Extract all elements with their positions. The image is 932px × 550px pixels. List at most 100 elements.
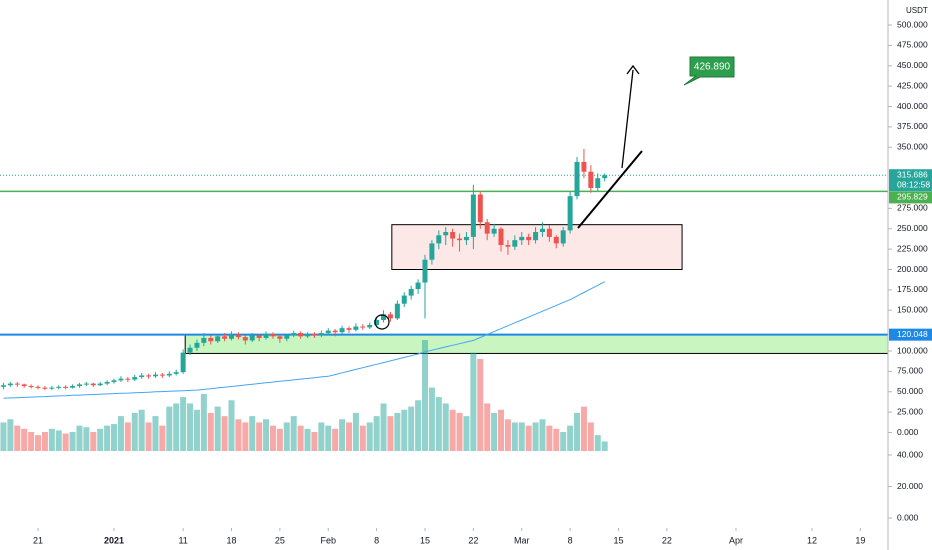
candle-body bbox=[14, 383, 20, 385]
y-tick-label: 200.000 bbox=[897, 264, 928, 274]
currency-label: USDT bbox=[906, 6, 928, 15]
candle-body bbox=[263, 333, 269, 338]
candle-body bbox=[318, 333, 324, 336]
y-tick-label: 400.000 bbox=[897, 101, 928, 111]
volume-bar bbox=[435, 397, 442, 451]
volume-bar bbox=[498, 409, 505, 451]
candle-body bbox=[526, 236, 532, 241]
volume-bar bbox=[269, 425, 276, 451]
volume-bar bbox=[35, 435, 42, 451]
volume-bar bbox=[539, 419, 546, 451]
x-tick-label: 8 bbox=[374, 535, 379, 545]
candle-body bbox=[387, 314, 393, 319]
candle-body bbox=[83, 383, 89, 385]
candle-body bbox=[104, 381, 110, 384]
price-axis-bg bbox=[888, 0, 932, 550]
candle-body bbox=[512, 240, 518, 247]
y-tick-label: 375.000 bbox=[897, 121, 928, 131]
candle-body bbox=[408, 289, 414, 296]
candle-body bbox=[118, 378, 124, 381]
arrow-head bbox=[626, 64, 640, 75]
volume-bar bbox=[470, 352, 477, 451]
candle-body bbox=[463, 236, 469, 241]
candle-body bbox=[450, 232, 456, 239]
candle-body bbox=[339, 328, 345, 333]
volume-axis-label: 20.000 bbox=[897, 481, 923, 491]
candle-body bbox=[125, 378, 131, 380]
y-tick-label: 475.000 bbox=[897, 40, 928, 50]
y-tick-label: 350.000 bbox=[897, 142, 928, 152]
volume-bar bbox=[339, 419, 346, 451]
candle-body bbox=[539, 228, 545, 233]
candle-body bbox=[56, 386, 62, 388]
trend-line bbox=[577, 150, 643, 229]
candle-body bbox=[242, 337, 248, 341]
candle-body bbox=[201, 337, 207, 343]
volume-bar bbox=[14, 425, 21, 451]
y-tick-label: 100.000 bbox=[897, 345, 928, 355]
volume-bar bbox=[138, 409, 145, 451]
y-tick-label: 275.000 bbox=[897, 203, 928, 213]
volume-bar bbox=[90, 431, 97, 451]
y-tick-label: 500.000 bbox=[897, 19, 928, 29]
candle-body bbox=[152, 374, 158, 377]
volume-bar bbox=[83, 427, 90, 451]
candle-body bbox=[139, 375, 145, 378]
candle-body bbox=[505, 245, 511, 247]
candle-body bbox=[498, 228, 504, 246]
x-tick-label: 15 bbox=[613, 535, 623, 545]
candles bbox=[0, 148, 608, 391]
volume-bar bbox=[477, 359, 484, 451]
volume-bar bbox=[601, 441, 608, 451]
volume-bar bbox=[456, 412, 463, 451]
candle-body bbox=[35, 386, 41, 388]
volume-axis-label: 0.000 bbox=[897, 512, 919, 522]
volume-bar bbox=[41, 431, 48, 451]
candle-body bbox=[470, 194, 476, 237]
x-tick-label: Feb bbox=[320, 535, 336, 545]
x-tick-label: 25 bbox=[275, 535, 285, 545]
volume-bar bbox=[97, 428, 104, 451]
volume-bar bbox=[200, 393, 207, 451]
volume-bar bbox=[221, 416, 228, 451]
candle-body bbox=[70, 386, 76, 388]
volume-bar bbox=[415, 400, 422, 451]
volume-bar bbox=[325, 425, 332, 451]
candle-body bbox=[588, 171, 594, 188]
volume-bar bbox=[463, 416, 470, 451]
volume-bar bbox=[428, 387, 435, 451]
x-tick-label: Apr bbox=[729, 535, 743, 545]
candle-body bbox=[346, 328, 352, 330]
countdown-label: 08:12:58 bbox=[897, 179, 930, 189]
candle-body bbox=[311, 333, 317, 336]
candle-body bbox=[173, 372, 179, 374]
target-label: 426.890 bbox=[694, 62, 731, 73]
volume-bar bbox=[104, 425, 111, 451]
candle-body bbox=[381, 314, 387, 321]
volume-bar bbox=[276, 428, 283, 451]
candle-body bbox=[284, 335, 290, 339]
volume-bar bbox=[408, 406, 415, 451]
volume-bar bbox=[387, 416, 394, 451]
volume-bar bbox=[546, 425, 553, 451]
candle-body bbox=[277, 336, 283, 339]
volume-bar bbox=[152, 416, 159, 451]
volume-bar bbox=[394, 412, 401, 451]
candle-body bbox=[415, 282, 421, 290]
y-tick-label: 225.000 bbox=[897, 243, 928, 253]
candle-body bbox=[146, 375, 152, 377]
candle-body bbox=[166, 373, 172, 376]
hline-label: 295.829 bbox=[897, 192, 928, 202]
volume-bar bbox=[449, 409, 456, 451]
candle-body bbox=[484, 222, 490, 234]
volume-bar bbox=[304, 428, 311, 451]
volume-bar bbox=[594, 435, 601, 451]
candle-body bbox=[28, 386, 34, 388]
candle-body bbox=[63, 386, 69, 388]
volume-pane bbox=[0, 340, 608, 451]
volume-bar bbox=[207, 412, 214, 451]
candle-body bbox=[353, 326, 359, 330]
candle-body bbox=[491, 228, 497, 234]
volume-bar bbox=[359, 425, 366, 451]
